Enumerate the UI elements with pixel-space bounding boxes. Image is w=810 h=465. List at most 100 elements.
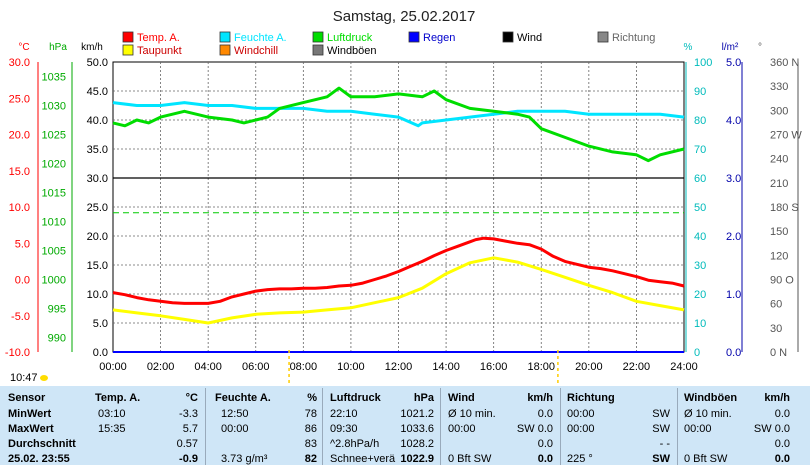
row-time: 22:10 bbox=[330, 408, 358, 420]
row-value: -3.3 bbox=[179, 408, 198, 420]
axis-tick-label: 120 bbox=[770, 250, 788, 262]
column-divider bbox=[440, 388, 441, 465]
axis-tick-label: 30.0 bbox=[9, 57, 30, 69]
axis-tick-label: 240 bbox=[770, 154, 788, 166]
table-header: Feuchte A. bbox=[215, 392, 271, 404]
axis-tick-label: 30 bbox=[694, 260, 706, 272]
column-divider bbox=[560, 388, 561, 465]
x-tick-label: 02:00 bbox=[147, 361, 175, 373]
axis-tick-label: 330 bbox=[770, 81, 788, 93]
row-value: 5.7 bbox=[182, 423, 198, 435]
axis-tick-label: 2.0 bbox=[726, 231, 741, 243]
axis-tick-label: 60 bbox=[770, 299, 782, 311]
axis-tick-label: 90 O bbox=[770, 275, 794, 287]
axis-headers: °C hPa km/h% l/m² ° bbox=[18, 42, 762, 53]
grid bbox=[112, 61, 685, 353]
legend-swatch bbox=[312, 44, 324, 56]
axis-unit: hPa bbox=[49, 42, 67, 53]
row-time: 15:35 bbox=[98, 423, 126, 435]
row-value: 0.0 bbox=[774, 453, 790, 465]
row-time: Schnee+verä bbox=[330, 453, 396, 465]
axis-tick-label: 20.0 bbox=[87, 231, 108, 243]
axis-tick-label: 1025 bbox=[42, 130, 66, 142]
row-time: 225 ° bbox=[567, 453, 593, 465]
axis-tick-label: 1.0 bbox=[726, 289, 741, 301]
axis-tick-label: 270 W bbox=[770, 130, 802, 142]
axis-tick-label: 60 bbox=[694, 173, 706, 185]
axis-unit: km/h bbox=[81, 42, 103, 53]
axis-unit: °C bbox=[18, 42, 29, 53]
row-value: 0.0 bbox=[537, 438, 553, 450]
x-tick-label: 14:00 bbox=[432, 361, 460, 373]
axis-tick-label: 1010 bbox=[42, 217, 66, 229]
row-time: 09:30 bbox=[330, 423, 358, 435]
row-label: MaxWert bbox=[8, 423, 54, 435]
legend-label: Taupunkt bbox=[137, 45, 182, 57]
table-unit: hPa bbox=[413, 392, 434, 404]
table-header: Temp. A. bbox=[95, 392, 141, 404]
row-value: SW 0.0 bbox=[753, 423, 790, 435]
row-value: 0.0 bbox=[537, 453, 553, 465]
axis-tick-label: 0.0 bbox=[726, 347, 741, 359]
legend-swatch bbox=[219, 44, 231, 56]
x-tick-label: 20:00 bbox=[575, 361, 603, 373]
axis-tick-label: 1000 bbox=[42, 275, 66, 287]
legend: Temp. A. Feuchte A. Luftdruck Regen Wind Rich… bbox=[122, 31, 655, 57]
x-tick-label: 18:00 bbox=[527, 361, 555, 373]
axis-tick-label: 20 bbox=[694, 289, 706, 301]
axis-tick-label: 0 bbox=[694, 347, 700, 359]
axis-tick-label: 35.0 bbox=[87, 144, 108, 156]
axis-tick-label: 150 bbox=[770, 226, 788, 238]
row-value: SW bbox=[652, 453, 670, 465]
axis-tick-label: 3.0 bbox=[726, 173, 741, 185]
time-label: 10:47 bbox=[10, 372, 38, 384]
axis-tick-label: 0.0 bbox=[93, 347, 108, 359]
left-axes: 30.0 25.0 20.0 15.0 10.0 5.0 0.0 -5.0 -10.0 1035 1… bbox=[5, 57, 108, 359]
row-label: 25.02. 23:55 bbox=[8, 453, 70, 465]
axis-tick-label: -10.0 bbox=[5, 347, 30, 359]
row-time: 00:00 bbox=[684, 423, 712, 435]
column-divider bbox=[677, 388, 678, 465]
row-time: 00:00 bbox=[567, 408, 595, 420]
axis-tick-label: 0.0 bbox=[15, 275, 30, 287]
series-line bbox=[112, 256, 685, 325]
x-tick-label: 12:00 bbox=[385, 361, 413, 373]
right-axes: 10090807060504030201005.04.03.02.01.00.0… bbox=[685, 57, 802, 359]
row-time: 00:00 bbox=[221, 423, 249, 435]
row-time: 00:00 bbox=[567, 423, 595, 435]
axis-tick-label: 5.0 bbox=[93, 318, 108, 330]
axis-tick-label: 4.0 bbox=[726, 115, 741, 127]
row-value: 1028.2 bbox=[400, 438, 434, 450]
axis-tick-label: 1020 bbox=[42, 159, 66, 171]
legend-label: Wind bbox=[517, 32, 542, 44]
axis-tick-label: 1035 bbox=[42, 72, 66, 84]
row-time: Ø 10 min. bbox=[448, 408, 496, 420]
row-label: MinWert bbox=[8, 408, 52, 420]
legend-swatch bbox=[122, 31, 134, 43]
weather-chart: Samstag, 25.02.2017 Temp. A. Feuchte A. Lu… bbox=[5, 8, 802, 386]
axis-tick-label: 5.0 bbox=[726, 57, 741, 69]
legend-label: Windchill bbox=[234, 45, 278, 57]
row-time: 3.73 g/m³ bbox=[221, 453, 268, 465]
legend-label: Temp. A. bbox=[137, 32, 180, 44]
x-tick-label: 24:00 bbox=[670, 361, 698, 373]
series-line bbox=[112, 101, 685, 128]
legend-swatch bbox=[597, 31, 609, 43]
axis-tick-label: 0 N bbox=[770, 347, 787, 359]
row-time: 0 Bft SW bbox=[684, 453, 728, 465]
row-value: - - bbox=[659, 438, 670, 450]
axis-tick-label: 40 bbox=[694, 231, 706, 243]
table-header: Windböen bbox=[684, 392, 738, 404]
sun-icon bbox=[40, 375, 48, 381]
axis-tick-label: -5.0 bbox=[11, 311, 30, 323]
axis-tick-label: 300 bbox=[770, 105, 788, 117]
table-unit: % bbox=[307, 392, 317, 404]
legend-swatch bbox=[312, 31, 324, 43]
series-line bbox=[112, 236, 685, 305]
x-tick-label: 00:00 bbox=[99, 361, 127, 373]
axis-tick-label: 990 bbox=[48, 333, 66, 345]
x-tick-label: 16:00 bbox=[480, 361, 508, 373]
table-header: Sensor bbox=[8, 392, 46, 404]
legend-swatch bbox=[502, 31, 514, 43]
table-unit: km/h bbox=[527, 392, 553, 404]
